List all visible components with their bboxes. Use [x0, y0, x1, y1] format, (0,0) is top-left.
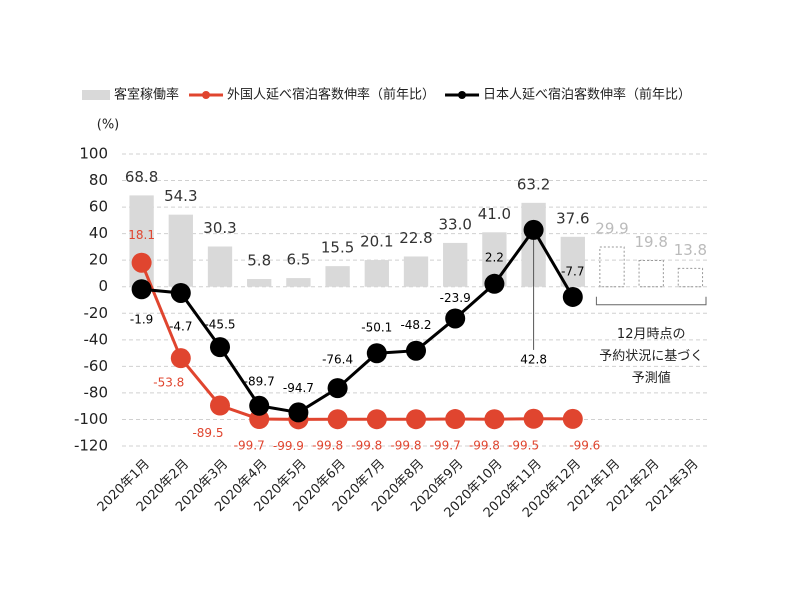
point-value-label: -99.5	[508, 438, 539, 452]
point-value-label: -48.2	[400, 318, 431, 332]
point-value-label: -23.9	[440, 291, 471, 305]
point-value-label: -99.8	[469, 439, 500, 453]
y-tick-label: 0	[98, 277, 108, 295]
y-tick-label: 80	[89, 171, 108, 189]
point	[366, 343, 387, 364]
y-tick-label: -120	[74, 437, 108, 455]
point	[445, 308, 466, 329]
legend-label: 外国人延べ宿泊客数伸率（前年比）	[227, 87, 435, 103]
y-tick-label: -60	[84, 357, 109, 375]
point	[327, 409, 348, 430]
point	[210, 337, 230, 358]
bar-value-label: 54.3	[164, 187, 197, 205]
forecast-bracket	[595, 296, 707, 306]
point-value-label: -76.4	[322, 353, 353, 367]
point-value-label: -99.8	[351, 439, 382, 453]
y-tick-label: -100	[74, 410, 108, 428]
point-value-label: 18.1	[128, 228, 155, 242]
y-tick-label: 60	[89, 198, 108, 216]
legend-label: 日本人延べ宿泊客数伸率（前年比）	[483, 87, 691, 103]
y-tick-label: 40	[89, 224, 108, 242]
bar-value-label: 13.8	[674, 241, 707, 259]
annotation: 予約状況に基づく	[599, 349, 703, 364]
y-axis-label: (%)	[97, 118, 120, 133]
point-value-label: -89.5	[192, 426, 223, 440]
bar	[207, 246, 233, 287]
bar	[443, 242, 468, 287]
line	[141, 227, 575, 414]
point	[406, 340, 426, 361]
point-value-label: -99.6	[569, 438, 600, 452]
point-value-label: 42.8	[520, 352, 547, 366]
bar-value-label: 33.0	[438, 215, 471, 233]
bar-value-label: 19.8	[634, 233, 667, 251]
y-tick-label: -80	[84, 383, 109, 401]
bar-value-label: 15.5	[321, 239, 354, 257]
point-value-label: -1.9	[130, 313, 153, 327]
y-tick-label: 20	[89, 251, 108, 269]
point-value-label: -99.8	[312, 439, 343, 453]
bar	[599, 246, 625, 288]
point	[288, 402, 309, 423]
point-value-label: -99.8	[390, 439, 421, 453]
point-value-label: -45.5	[204, 318, 235, 332]
legend-label: 客室稼働率	[114, 87, 179, 103]
bar	[168, 214, 193, 287]
bar-value-label: 22.8	[399, 229, 432, 247]
bar-value-label: 68.8	[125, 168, 158, 186]
point	[445, 409, 466, 430]
bar-value-label: 41.0	[478, 205, 511, 223]
line	[140, 262, 573, 421]
bar-value-label: 30.3	[203, 219, 236, 237]
point-value-label: -50.1	[361, 321, 392, 335]
annotation: 12月時点の	[617, 327, 686, 342]
bar	[364, 260, 389, 287]
bar	[638, 259, 664, 288]
bar	[286, 278, 311, 287]
y-tick-label: -20	[84, 304, 109, 322]
point	[327, 378, 348, 399]
point-value-label: -99.7	[430, 439, 461, 453]
legend-swatch	[458, 91, 467, 99]
point	[210, 395, 230, 416]
point-value-label: -99.9	[273, 439, 304, 453]
y-tick-label: -40	[84, 330, 109, 348]
point-value-label: -94.7	[283, 381, 314, 395]
point	[131, 279, 152, 300]
bar	[560, 236, 585, 287]
bar-value-label: 6.5	[286, 251, 310, 269]
point-value-label: -53.8	[153, 376, 184, 390]
point-value-label: 2.2	[485, 250, 504, 264]
point	[170, 348, 191, 369]
point	[484, 409, 505, 430]
bar	[325, 266, 350, 287]
point-value-label: -99.7	[234, 439, 265, 453]
point-value-label: -89.7	[244, 374, 275, 388]
bar-value-label: 20.1	[360, 233, 393, 251]
bar-value-label: 37.6	[556, 209, 589, 227]
bar-value-label: 5.8	[247, 252, 271, 270]
bar	[677, 267, 704, 288]
point	[131, 252, 152, 273]
point	[562, 286, 583, 307]
legend-swatch	[82, 90, 110, 100]
point	[562, 408, 583, 429]
bar-value-label: 29.9	[595, 220, 628, 238]
legend-swatch	[202, 91, 211, 99]
bar	[247, 279, 272, 287]
point-value-label: -4.7	[169, 319, 192, 333]
point	[406, 409, 426, 430]
bar	[403, 256, 429, 287]
point	[484, 273, 505, 294]
bar-value-label: 63.2	[517, 175, 550, 193]
point-value-label: -7.7	[561, 264, 584, 278]
point	[523, 219, 544, 240]
point	[366, 409, 387, 430]
point	[249, 395, 270, 416]
y-tick-label: 100	[79, 145, 108, 163]
annotation: 予測値	[632, 370, 671, 386]
point	[170, 282, 191, 303]
point	[523, 408, 544, 429]
